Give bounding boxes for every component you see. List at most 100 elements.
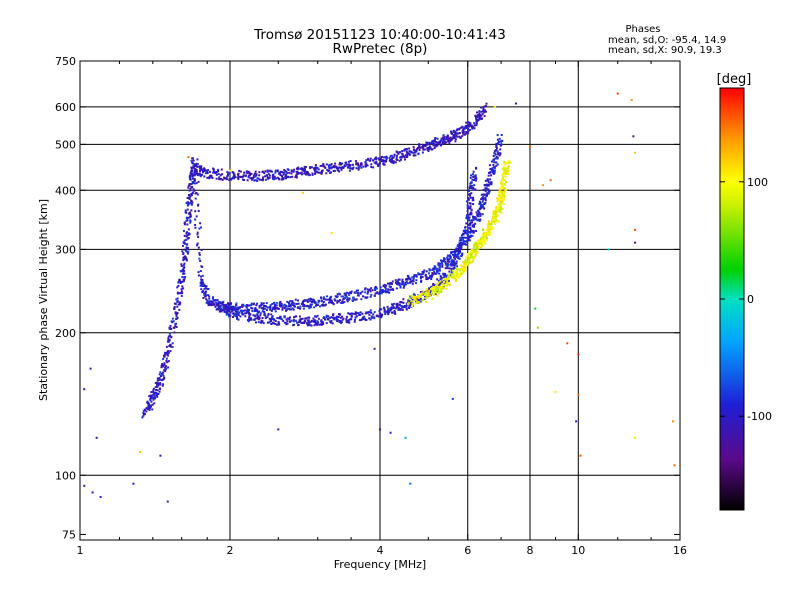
data-point bbox=[272, 173, 275, 176]
data-point bbox=[282, 178, 285, 181]
data-point bbox=[485, 194, 488, 197]
data-point bbox=[250, 307, 253, 310]
data-point bbox=[415, 149, 418, 152]
data-point bbox=[171, 321, 174, 324]
data-point bbox=[156, 393, 159, 396]
data-point bbox=[306, 324, 309, 327]
data-point bbox=[453, 250, 456, 253]
data-point bbox=[158, 373, 161, 376]
data-point bbox=[381, 290, 384, 293]
data-point bbox=[200, 165, 203, 168]
data-point bbox=[177, 292, 180, 295]
data-point bbox=[143, 408, 146, 411]
data-point bbox=[300, 173, 303, 176]
data-point bbox=[271, 317, 274, 320]
data-point bbox=[486, 192, 489, 195]
data-point bbox=[488, 164, 491, 167]
data-point bbox=[424, 297, 427, 300]
data-point bbox=[299, 167, 302, 170]
data-point bbox=[487, 220, 490, 223]
data-point bbox=[357, 167, 360, 170]
data-point bbox=[469, 176, 472, 179]
data-point bbox=[352, 166, 355, 169]
data-point bbox=[364, 291, 367, 294]
data-point bbox=[482, 193, 485, 196]
data-point bbox=[467, 224, 470, 227]
data-point bbox=[435, 291, 438, 294]
data-point bbox=[194, 192, 197, 195]
data-point bbox=[200, 280, 203, 283]
data-point bbox=[500, 182, 503, 185]
data-point bbox=[476, 244, 479, 247]
data-point bbox=[198, 167, 201, 170]
data-point bbox=[329, 164, 332, 167]
data-point bbox=[493, 166, 496, 169]
data-point bbox=[200, 249, 203, 252]
data-point bbox=[206, 299, 209, 302]
data-point bbox=[475, 229, 478, 232]
data-point bbox=[386, 290, 389, 293]
data-point bbox=[472, 170, 475, 173]
data-point bbox=[443, 135, 446, 138]
data-point bbox=[275, 177, 278, 180]
data-point bbox=[425, 278, 428, 281]
data-point bbox=[364, 287, 367, 290]
data-point bbox=[408, 153, 411, 156]
data-point bbox=[434, 143, 437, 146]
data-point bbox=[435, 272, 438, 275]
data-point bbox=[228, 305, 231, 308]
data-point bbox=[322, 322, 325, 325]
data-point bbox=[456, 132, 459, 135]
data-point bbox=[361, 290, 364, 293]
data-point bbox=[155, 388, 158, 391]
data-point bbox=[312, 299, 315, 302]
data-point bbox=[439, 285, 442, 288]
data-point bbox=[188, 198, 191, 201]
data-point bbox=[227, 302, 230, 305]
data-point bbox=[173, 331, 176, 334]
data-point bbox=[351, 163, 354, 166]
data-point bbox=[390, 306, 393, 309]
data-point bbox=[223, 304, 226, 307]
data-point bbox=[498, 154, 501, 157]
data-point bbox=[377, 165, 380, 168]
data-point bbox=[465, 230, 468, 233]
data-point bbox=[275, 304, 278, 307]
data-point bbox=[497, 199, 500, 202]
data-point bbox=[191, 172, 194, 175]
data-point bbox=[173, 326, 176, 329]
data-point bbox=[313, 306, 316, 309]
data-point bbox=[443, 284, 446, 287]
data-point bbox=[487, 223, 490, 226]
data-point bbox=[453, 251, 456, 254]
data-point bbox=[403, 155, 406, 158]
data-point bbox=[274, 323, 277, 326]
data-point bbox=[357, 292, 360, 295]
data-point bbox=[445, 264, 448, 267]
data-point bbox=[279, 305, 282, 308]
data-point bbox=[263, 305, 266, 308]
data-point bbox=[161, 362, 164, 365]
data-point bbox=[389, 155, 392, 158]
data-point bbox=[185, 257, 188, 260]
data-point bbox=[362, 165, 365, 168]
data-point bbox=[455, 279, 458, 282]
data-point bbox=[463, 230, 466, 233]
data-point bbox=[390, 159, 393, 162]
data-point bbox=[222, 306, 225, 309]
data-point bbox=[178, 292, 181, 295]
data-point bbox=[192, 188, 195, 191]
data-point bbox=[313, 320, 316, 323]
data-point bbox=[254, 321, 257, 324]
data-point bbox=[304, 317, 307, 320]
data-point bbox=[387, 308, 390, 311]
data-point bbox=[258, 304, 261, 307]
data-point bbox=[242, 313, 245, 316]
data-point bbox=[378, 158, 381, 161]
data-point bbox=[354, 160, 357, 163]
data-point bbox=[472, 249, 475, 252]
data-point bbox=[417, 294, 420, 297]
data-point bbox=[197, 180, 200, 183]
data-point bbox=[313, 167, 316, 170]
data-point bbox=[271, 315, 274, 318]
